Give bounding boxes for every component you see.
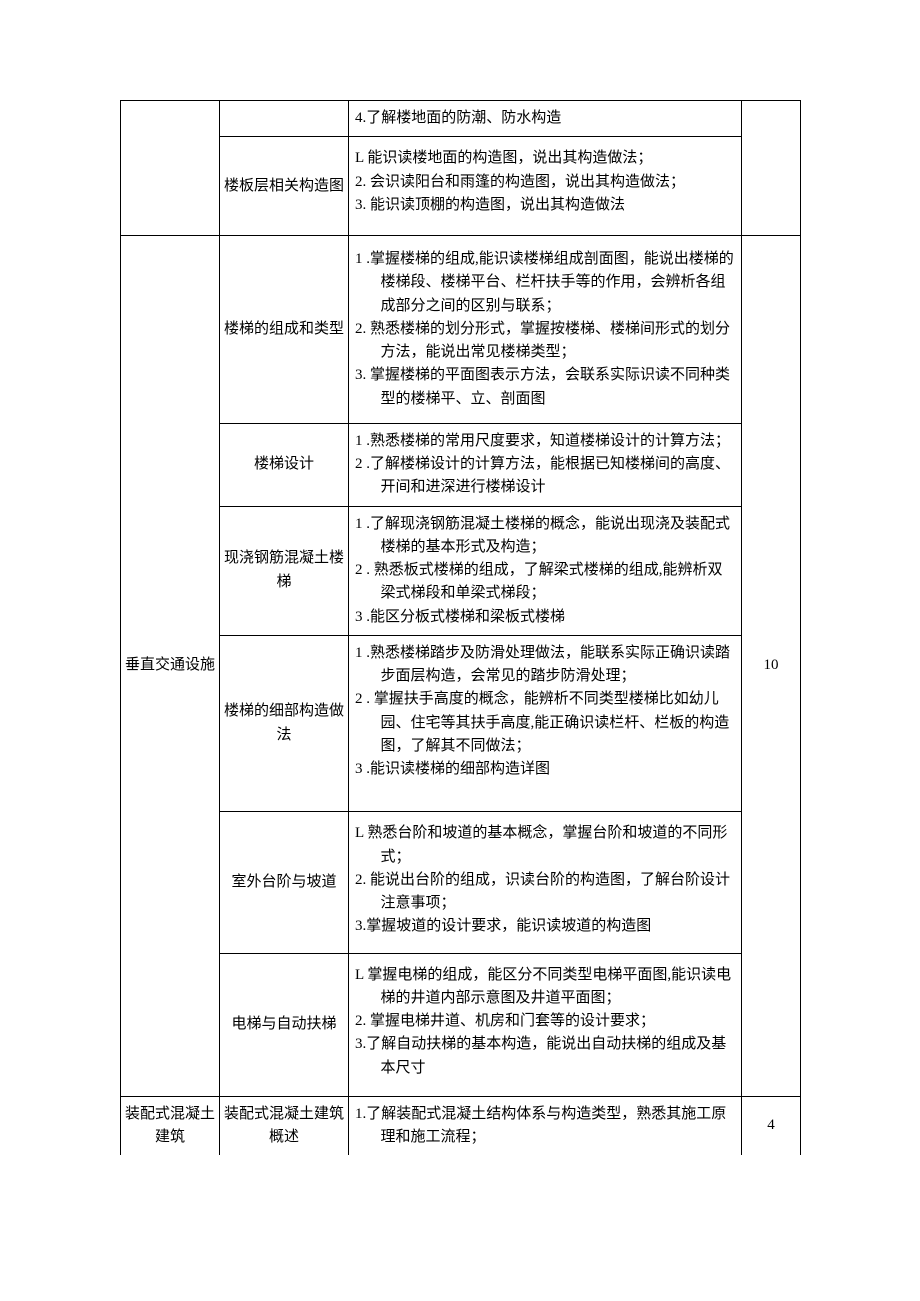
text: 现浇钢筋混凝土楼梯 [224, 550, 344, 589]
text: 2 . 掌握扶手高度的概念，能辨析不同类型楼梯比如幼儿园、住宅等其扶手高度,能正… [355, 688, 735, 758]
cell-topic: 装配式混凝土建筑 [121, 1096, 220, 1155]
text: 2. 会识读阳台和雨篷的构造图，说出其构造做法； [355, 171, 735, 194]
text: 1 .掌握楼梯的组成,能识读楼梯组成剖面图，能说出楼梯的楼梯段、楼梯平台、栏杆扶… [355, 248, 735, 318]
cell-content: 1 .掌握楼梯的组成,能识读楼梯组成剖面图，能说出楼梯的楼梯段、楼梯平台、栏杆扶… [349, 236, 742, 424]
cell-subtopic: 室外台阶与坡道 [220, 812, 349, 953]
cell-content: L 熟悉台阶和坡道的基本概念，掌握台阶和坡道的不同形式； 2. 能说出台阶的组成… [349, 812, 742, 953]
cell-subtopic: 楼梯的细部构造做法 [220, 635, 349, 812]
text: 2. 能说出台阶的组成，识读台阶的构造图，了解台阶设计注意事项； [355, 869, 735, 916]
cell-subtopic-empty [220, 101, 349, 137]
text: 垂直交通设施 [125, 657, 215, 673]
text: 2 .了解楼梯设计的计算方法，能根据已知楼梯间的高度、开间和进深进行楼梯设计 [355, 453, 735, 500]
cell-subtopic: 现浇钢筋混凝土楼梯 [220, 506, 349, 635]
cell-content: L 能识读楼地面的构造图，说出其构造做法； 2. 会识读阳台和雨篷的构造图，说出… [349, 137, 742, 236]
page: 4.了解楼地面的防潮、防水构造 楼板层相关构造图 L 能识读楼地面的构造图，说出… [0, 0, 920, 1195]
text: L 掌握电梯的组成，能区分不同类型电梯平面图,能识读电梯的井道内部示意图及井道平… [355, 964, 735, 1011]
table-row: 楼梯设计 1 .熟悉楼梯的常用尺度要求，知道楼梯设计的计算方法； 2 .了解楼梯… [121, 423, 801, 506]
text: 装配式混凝土建筑概述 [224, 1106, 344, 1145]
text: 3.了解自动扶梯的基本构造，能说出自动扶梯的组成及基本尺寸 [355, 1033, 735, 1080]
cell-subtopic: 电梯与自动扶梯 [220, 953, 349, 1096]
table-row: 4.了解楼地面的防潮、防水构造 [121, 101, 801, 137]
text: 楼梯的组成和类型 [224, 321, 344, 337]
text: 3 .能识读楼梯的细部构造详图 [355, 758, 735, 781]
table-row: 楼梯的细部构造做法 1 .熟悉楼梯踏步及防滑处理做法，能联系实际正确识读踏步面层… [121, 635, 801, 812]
cell-subtopic: 装配式混凝土建筑概述 [220, 1096, 349, 1155]
table-row: 垂直交通设施 楼梯的组成和类型 1 .掌握楼梯的组成,能识读楼梯组成剖面图，能说… [121, 236, 801, 424]
text: L 能识读楼地面的构造图，说出其构造做法； [355, 147, 735, 170]
text: 1.了解装配式混凝土结构体系与构造类型，熟悉其施工原理和施工流程； [355, 1103, 735, 1150]
text: 3.掌握坡道的设计要求，能识读坡道的构造图 [355, 915, 735, 938]
table-row: 室外台阶与坡道 L 熟悉台阶和坡道的基本概念，掌握台阶和坡道的不同形式； 2. … [121, 812, 801, 953]
text: 10 [764, 657, 779, 673]
cell-hours: 10 [742, 236, 801, 1097]
table-row: 电梯与自动扶梯 L 掌握电梯的组成，能区分不同类型电梯平面图,能识读电梯的井道内… [121, 953, 801, 1096]
cell-content: 1.了解装配式混凝土结构体系与构造类型，熟悉其施工原理和施工流程； [349, 1096, 742, 1155]
text: 室外台阶与坡道 [231, 874, 336, 890]
text: 2. 掌握电梯井道、机房和门套等的设计要求； [355, 1010, 735, 1033]
text: 3 .能区分板式楼梯和梁板式楼梯 [355, 606, 735, 629]
text: 楼梯的细部构造做法 [224, 703, 344, 742]
text: 3. 能识读顶棚的构造图，说出其构造做法 [355, 194, 735, 217]
cell-content: 1 .熟悉楼梯的常用尺度要求，知道楼梯设计的计算方法； 2 .了解楼梯设计的计算… [349, 423, 742, 506]
text: 楼梯设计 [254, 456, 314, 472]
text: 1 .熟悉楼梯踏步及防滑处理做法，能联系实际正确识读踏步面层构造，会常见的踏步防… [355, 642, 735, 689]
table-row: 现浇钢筋混凝土楼梯 1 .了解现浇钢筋混凝土楼梯的概念，能说出现浇及装配式楼梯的… [121, 506, 801, 635]
cell-content: L 掌握电梯的组成，能区分不同类型电梯平面图,能识读电梯的井道内部示意图及井道平… [349, 953, 742, 1096]
text: 1 .了解现浇钢筋混凝土楼梯的概念，能说出现浇及装配式楼梯的基本形式及构造； [355, 513, 735, 560]
cell-topic: 垂直交通设施 [121, 236, 220, 1097]
text: 4.了解楼地面的防潮、防水构造 [355, 110, 561, 126]
table-row: 楼板层相关构造图 L 能识读楼地面的构造图，说出其构造做法； 2. 会识读阳台和… [121, 137, 801, 236]
cell-subtopic: 楼梯的组成和类型 [220, 236, 349, 424]
text: 楼板层相关构造图 [224, 178, 344, 194]
text: L 熟悉台阶和坡道的基本概念，掌握台阶和坡道的不同形式； [355, 822, 735, 869]
cell-subtopic: 楼板层相关构造图 [220, 137, 349, 236]
text: 2 . 熟悉板式楼梯的组成，了解梁式楼梯的组成,能辨析双梁式梯段和单梁式梯段； [355, 559, 735, 606]
cell-content: 4.了解楼地面的防潮、防水构造 [349, 101, 742, 137]
cell-topic-empty [121, 101, 220, 236]
cell-content: 1 .熟悉楼梯踏步及防滑处理做法，能联系实际正确识读踏步面层构造，会常见的踏步防… [349, 635, 742, 812]
table-row: 装配式混凝土建筑 装配式混凝土建筑概述 1.了解装配式混凝土结构体系与构造类型，… [121, 1096, 801, 1155]
text: 4 [767, 1117, 775, 1133]
text: 电梯与自动扶梯 [231, 1016, 336, 1032]
cell-hours: 4 [742, 1096, 801, 1155]
text: 1 .熟悉楼梯的常用尺度要求，知道楼梯设计的计算方法； [355, 430, 735, 453]
text: 3. 掌握楼梯的平面图表示方法，会联系实际识读不同种类型的楼梯平、立、剖面图 [355, 364, 735, 411]
text: 装配式混凝土建筑 [125, 1106, 215, 1145]
cell-hours-empty [742, 101, 801, 236]
cell-subtopic: 楼梯设计 [220, 423, 349, 506]
cell-content: 1 .了解现浇钢筋混凝土楼梯的概念，能说出现浇及装配式楼梯的基本形式及构造； 2… [349, 506, 742, 635]
syllabus-table: 4.了解楼地面的防潮、防水构造 楼板层相关构造图 L 能识读楼地面的构造图，说出… [120, 100, 801, 1155]
text: 2. 熟悉楼梯的划分形式，掌握按楼梯、楼梯间形式的划分方法，能说出常见楼梯类型； [355, 318, 735, 365]
